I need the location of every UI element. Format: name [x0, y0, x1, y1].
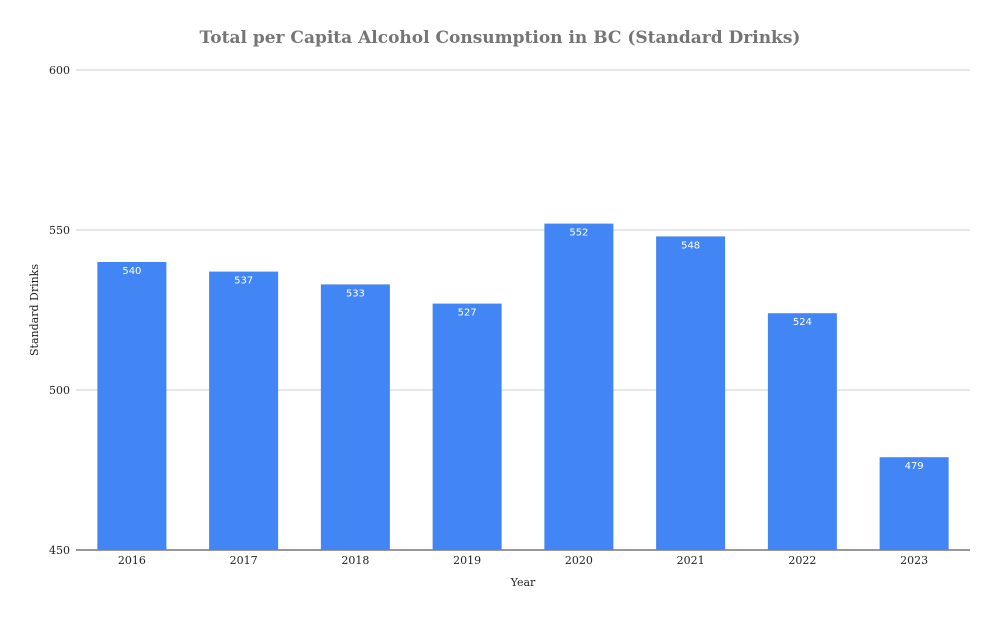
- data-label-2022: 524: [793, 317, 812, 328]
- x-tick-label: 2017: [230, 554, 258, 567]
- data-label-2023: 479: [905, 461, 924, 472]
- data-label-2017: 537: [234, 276, 253, 287]
- y-axis-ticks: 450 500 550 600: [49, 64, 70, 557]
- data-label-2019: 527: [458, 308, 477, 319]
- x-tick-label: 2022: [788, 554, 816, 567]
- x-tick-label: 2019: [453, 554, 481, 567]
- data-label-2018: 533: [346, 288, 365, 299]
- x-tick-label: 2020: [565, 554, 593, 567]
- x-tick-label: 2016: [118, 554, 146, 567]
- bar-2019: [432, 303, 502, 550]
- y-tick-label: 450: [49, 544, 70, 557]
- data-label-2016: 540: [122, 266, 141, 277]
- bars: [97, 223, 949, 550]
- bar-2016: [97, 262, 167, 550]
- bar-2023: [879, 457, 949, 550]
- bar-2020: [544, 223, 614, 550]
- bar-2022: [767, 313, 837, 550]
- x-axis-title: Year: [510, 576, 536, 589]
- x-tick-label: 2018: [341, 554, 369, 567]
- bar-2018: [320, 284, 390, 550]
- x-tick-label: 2021: [677, 554, 705, 567]
- y-axis-title: Standard Drinks: [28, 264, 41, 356]
- x-axis-ticks: 2016 2017 2018 2019 2020 2021 2022 2023: [118, 554, 928, 567]
- chart-title: Total per Capita Alcohol Consumption in …: [199, 28, 801, 48]
- bar-2021: [656, 236, 726, 550]
- y-tick-label: 600: [49, 64, 70, 77]
- data-label-2021: 548: [681, 240, 700, 251]
- y-tick-label: 550: [49, 224, 70, 237]
- data-label-2020: 552: [569, 228, 588, 239]
- data-labels: 540 537 533 527 552 548 524 479: [122, 228, 923, 473]
- x-tick-label: 2023: [900, 554, 928, 567]
- y-tick-label: 500: [49, 384, 70, 397]
- bar-2017: [209, 271, 279, 550]
